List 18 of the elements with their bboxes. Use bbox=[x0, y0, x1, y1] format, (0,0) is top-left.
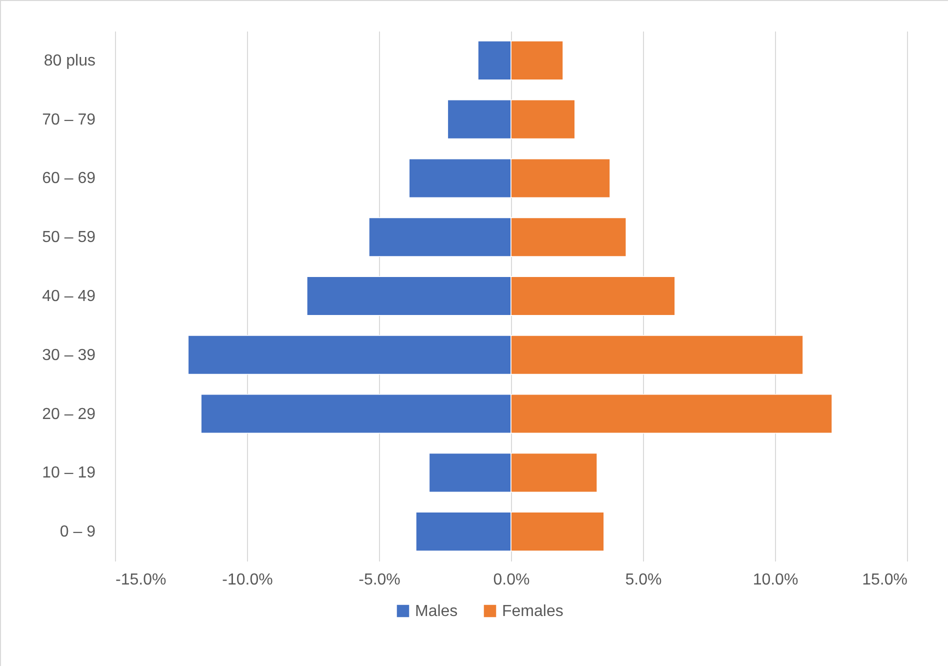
y-tick-label: 40 – 49 bbox=[42, 288, 96, 305]
legend-label: Males bbox=[415, 603, 458, 620]
x-tick-label: 15.0% bbox=[862, 572, 908, 588]
x-tick-label: 0.0% bbox=[493, 572, 530, 588]
x-tick-label: 5.0% bbox=[625, 572, 662, 588]
y-tick-label: 20 – 29 bbox=[42, 406, 96, 423]
x-tick-label: -15.0% bbox=[116, 572, 166, 588]
y-tick-label: 60 – 69 bbox=[42, 170, 96, 188]
y-tick-label: 50 – 59 bbox=[42, 229, 96, 246]
y-tick-label: 10 – 19 bbox=[42, 464, 96, 482]
x-tick-label: -5.0% bbox=[358, 572, 400, 588]
y-tick-label: 0 – 9 bbox=[60, 524, 96, 541]
y-tick-label: 70 – 79 bbox=[42, 111, 96, 128]
x-tick-label: 10.0% bbox=[752, 572, 798, 588]
legend-label: Females bbox=[502, 603, 564, 620]
y-tick-label: 30 – 39 bbox=[42, 346, 96, 364]
x-tick-label: -10.0% bbox=[222, 572, 273, 588]
y-tick-label: 80 plus bbox=[44, 52, 96, 70]
